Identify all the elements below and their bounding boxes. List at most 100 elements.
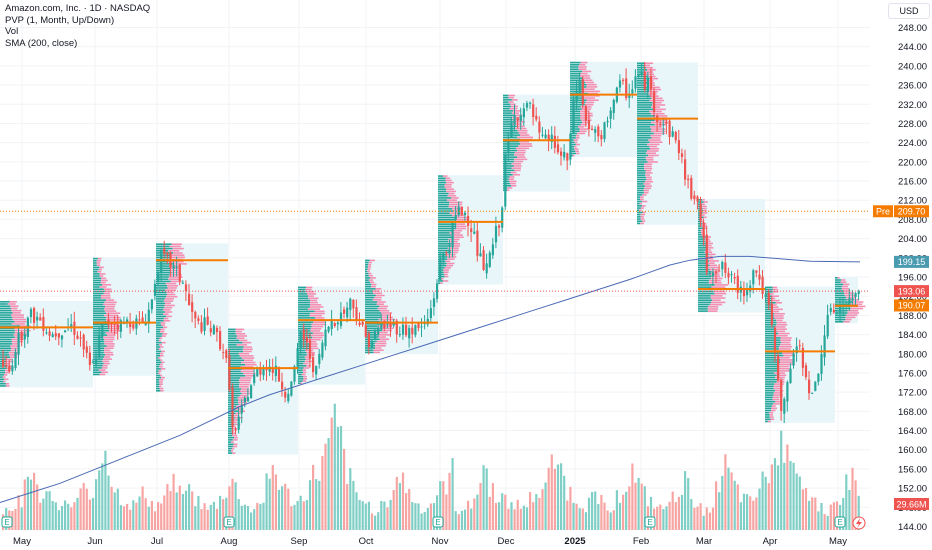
volume-bar — [67, 503, 70, 530]
candle-body — [730, 274, 733, 276]
candle-body — [45, 332, 48, 334]
sma-tag-value: 199.15 — [898, 257, 926, 267]
volume-bar — [147, 506, 150, 530]
candle-body — [277, 367, 281, 382]
candle-body — [606, 120, 609, 123]
volume-bar — [132, 500, 135, 530]
candle-body — [51, 334, 54, 338]
volume-bar — [231, 478, 234, 530]
volume-bar — [532, 502, 535, 530]
candle-body — [14, 352, 17, 369]
candle-body — [355, 307, 358, 322]
volume-bar — [832, 502, 835, 530]
candle-body — [519, 115, 522, 121]
volume-bar — [70, 507, 73, 530]
price-tick-label: 144.00 — [898, 522, 927, 533]
volume-bar — [510, 502, 513, 530]
indicator-sma[interactable]: SMA (200, close) — [5, 37, 78, 49]
candle-body — [116, 324, 119, 330]
candle-body — [250, 385, 253, 399]
volume-bar — [563, 475, 566, 530]
earnings-icon[interactable]: E — [432, 516, 444, 528]
volume-bar — [808, 500, 811, 530]
price-axis[interactable]: 248.00 244.00 240.00 236.00 232.00 228.00 224.… — [898, 23, 927, 533]
volume-bar — [405, 493, 408, 530]
earnings-icon[interactable]: E — [1, 516, 13, 528]
candle-body — [377, 328, 380, 335]
pre-tag-value: 209.70 — [898, 206, 926, 216]
candle-body — [324, 329, 327, 347]
candle-body — [479, 253, 482, 257]
candle-body — [798, 345, 801, 347]
volume-bar — [250, 512, 253, 530]
volume-bar — [826, 515, 829, 530]
volume-bar — [560, 463, 563, 530]
candle-body — [612, 100, 615, 114]
volume-bar — [637, 477, 640, 530]
candle-body — [727, 272, 730, 278]
volume-bar — [603, 502, 606, 530]
candle-body — [671, 131, 674, 137]
volume-bar — [674, 502, 677, 530]
candle-body — [219, 331, 222, 350]
candle-body — [746, 288, 749, 296]
candle-body — [85, 346, 88, 353]
candle-body — [181, 282, 184, 284]
volume-bar — [253, 509, 256, 530]
volume-bar — [566, 500, 569, 530]
candle-body — [414, 325, 417, 336]
candle-body — [23, 333, 26, 340]
candle-body — [808, 379, 811, 394]
candle-body — [312, 357, 315, 373]
candle-body — [854, 293, 857, 298]
currency-button[interactable]: USD — [888, 3, 930, 19]
candle-body — [569, 133, 572, 160]
volume-bar — [42, 498, 45, 530]
candle-body — [389, 321, 392, 328]
candle-body — [494, 225, 498, 243]
price-tick-label: 180.00 — [898, 349, 927, 360]
candle-body — [705, 234, 708, 273]
candle-body — [687, 178, 690, 181]
candle-body — [138, 319, 141, 321]
candle-body — [215, 327, 219, 333]
candle-body — [364, 325, 367, 337]
indicator-vol[interactable]: Vol — [5, 26, 19, 37]
earnings-icon[interactable]: E — [223, 516, 235, 528]
candle-body — [637, 75, 640, 77]
candle-body — [653, 91, 656, 112]
price-tick-label: 216.00 — [898, 177, 927, 188]
earnings-icon[interactable]: E — [644, 516, 656, 528]
volume-bar — [330, 417, 333, 530]
volume-bar — [690, 498, 693, 530]
candle-body — [33, 308, 36, 323]
candle-body — [600, 134, 603, 140]
price-tick-label: 208.00 — [898, 215, 927, 226]
volume-bar — [79, 488, 82, 530]
flash-icon[interactable] — [852, 516, 866, 530]
candle-body — [11, 365, 14, 372]
volume-bar — [265, 473, 268, 530]
time-axis[interactable]: May Jun Jul Aug Sep Oct Nov Dec 2025 Feb Mar Apr May — [13, 536, 847, 547]
earnings-icon[interactable]: E — [834, 516, 846, 528]
indicator-pvp[interactable]: PVP (1, Month, Up/Down) — [5, 14, 115, 26]
candle-body — [777, 355, 780, 381]
candle-body — [804, 365, 808, 378]
candle-body — [457, 206, 460, 216]
volume-bar — [426, 507, 429, 530]
volume-bar — [631, 463, 634, 530]
volume-bar — [777, 465, 780, 530]
volume-tag: 29.66M — [894, 498, 929, 510]
candle-body — [126, 319, 129, 324]
candle-body — [188, 293, 191, 306]
volume-bar — [460, 510, 463, 530]
candle-body — [680, 153, 684, 158]
svg-text:E: E — [647, 518, 652, 527]
candle-body — [792, 353, 795, 366]
volume-bar — [215, 508, 219, 530]
candle-body — [473, 231, 476, 234]
volume-bar — [200, 509, 203, 530]
volume-bar — [138, 496, 141, 530]
symbol-title[interactable]: Amazon.com, Inc. · 1D · NASDAQ — [5, 3, 151, 14]
